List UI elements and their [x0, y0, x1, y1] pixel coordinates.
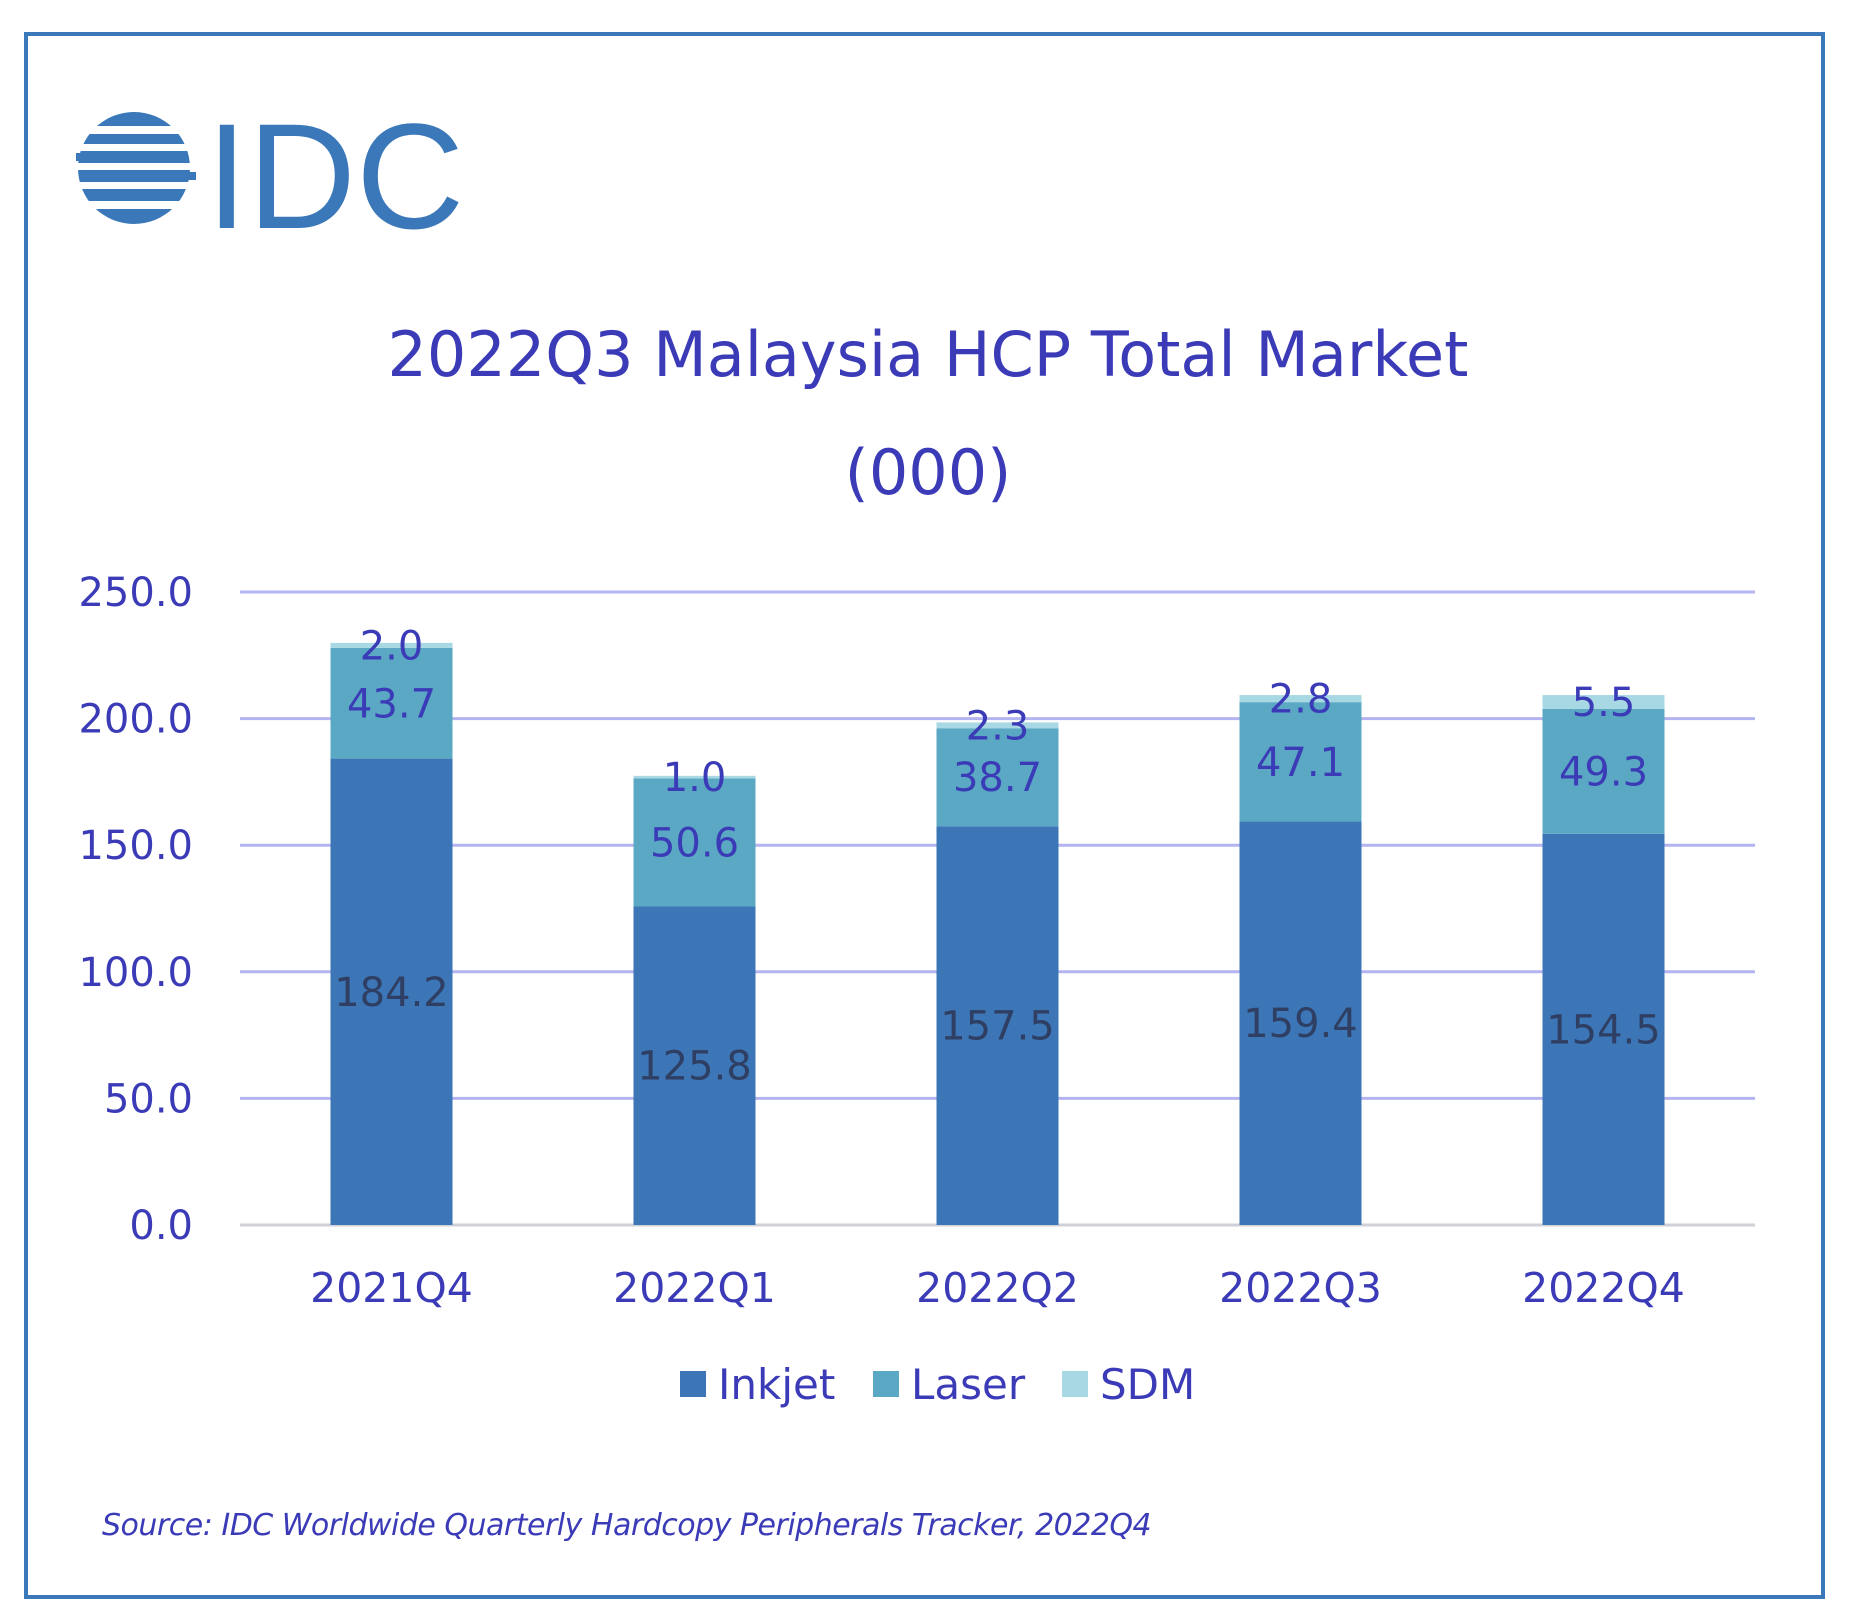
bar-laser [1542, 708, 1665, 834]
data-label: 184.2 [334, 970, 449, 1016]
legend-label-inkjet: Inkjet [718, 1360, 835, 1409]
source-note: Source: IDC Worldwide Quarterly Hardcopy… [102, 1508, 1152, 1543]
bar-sdm [936, 722, 1059, 729]
bar-inkjet [1542, 833, 1665, 1225]
data-label: 47.1 [1256, 740, 1345, 786]
legend-label-laser: Laser [911, 1360, 1026, 1409]
y-tick-label: 200.0 [78, 697, 193, 743]
data-label: 49.3 [1559, 749, 1648, 795]
bar-sdm [1239, 695, 1362, 703]
legend-label-sdm: SDM [1100, 1360, 1195, 1409]
x-tick-label: 2022Q3 [1219, 1264, 1382, 1312]
chart-title: 2022Q3 Malaysia HCP Total Market [387, 318, 1469, 391]
x-tick-label: 2021Q4 [310, 1264, 473, 1312]
legend-swatch-laser [873, 1371, 899, 1397]
bar-laser [1239, 702, 1362, 822]
y-tick-label: 150.0 [78, 823, 193, 869]
y-tick-label: 250.0 [78, 570, 193, 616]
data-label: 157.5 [940, 1004, 1055, 1050]
data-label: 50.6 [650, 820, 739, 866]
data-label: 5.5 [1572, 680, 1636, 726]
x-tick-label: 2022Q2 [916, 1264, 1079, 1312]
data-label: 125.8 [637, 1044, 752, 1090]
idc-logo: IDC [76, 108, 464, 238]
bar-sdm [633, 775, 756, 779]
bar-inkjet [633, 906, 756, 1225]
data-label: 154.5 [1546, 1007, 1661, 1053]
y-tick-label: 0.0 [129, 1203, 193, 1249]
data-label: 159.4 [1243, 1001, 1358, 1047]
legend-swatch-inkjet [680, 1371, 706, 1397]
data-label: 43.7 [347, 681, 436, 727]
y-tick-label: 100.0 [78, 950, 193, 996]
bar-inkjet [936, 826, 1059, 1225]
data-label: 2.8 [1269, 677, 1333, 723]
data-label: 1.0 [663, 755, 727, 801]
bar-sdm [330, 642, 453, 648]
data-label: 2.3 [966, 703, 1030, 749]
legend-swatch-sdm [1062, 1371, 1088, 1397]
bar-laser [330, 647, 453, 759]
chart-title-unit: (000) [844, 436, 1012, 509]
idc-logo-text: IDC [206, 108, 464, 238]
bar-sdm [1542, 695, 1665, 709]
bar-laser [936, 728, 1059, 827]
bar-laser [633, 778, 756, 907]
data-label: 2.0 [360, 623, 424, 669]
chart-frame [24, 32, 1825, 1599]
y-tick-label: 50.0 [104, 1076, 193, 1122]
data-label: 38.7 [953, 755, 1042, 801]
x-tick-label: 2022Q4 [1522, 1264, 1685, 1312]
x-tick-label: 2022Q1 [613, 1264, 776, 1312]
bar-inkjet [1239, 821, 1362, 1225]
bar-inkjet [330, 758, 453, 1225]
